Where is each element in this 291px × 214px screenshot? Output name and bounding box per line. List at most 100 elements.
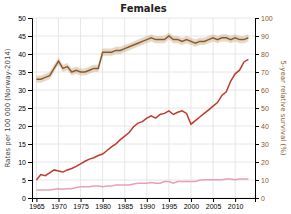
tick-mark — [103, 198, 104, 202]
tick-mark — [255, 90, 259, 91]
tick-mark — [58, 198, 59, 202]
tick-label: 1995 — [162, 203, 178, 210]
tick: 40 — [255, 123, 269, 130]
tick-mark — [28, 54, 32, 55]
axis-line — [33, 199, 256, 203]
tick: 1965 — [29, 198, 45, 210]
tick: 30 — [18, 87, 32, 94]
tick: 20 — [18, 123, 32, 130]
tick-label: 80 — [261, 51, 269, 58]
tick: 20 — [255, 159, 269, 166]
grid-line — [32, 144, 255, 145]
tick-mark — [28, 180, 32, 181]
grid-line — [32, 90, 255, 91]
y2-axis: 0102030405060708090100 — [255, 15, 273, 202]
grid-line — [213, 18, 214, 198]
tick-mark — [255, 198, 259, 199]
tick-mark — [255, 36, 259, 37]
tick: 2000 — [184, 198, 200, 210]
grid-line — [235, 18, 236, 198]
tick: 70 — [255, 69, 269, 76]
tick-label: 35 — [18, 69, 26, 76]
tick-mark — [28, 108, 32, 109]
tick-label: 1985 — [117, 203, 133, 210]
tick-mark — [28, 162, 32, 163]
tick-mark — [255, 18, 259, 19]
tick-mark — [147, 198, 148, 202]
tick-label: 5 — [22, 177, 26, 184]
tick-mark — [255, 126, 259, 127]
tick-label: 10 — [18, 159, 26, 166]
tick: 1970 — [51, 198, 67, 210]
tick-mark — [28, 90, 32, 91]
tick-mark — [125, 198, 126, 202]
tick: 1985 — [117, 198, 133, 210]
grid — [32, 18, 255, 198]
grid-line — [80, 18, 81, 198]
tick: 80 — [255, 51, 269, 58]
grid-line — [32, 54, 255, 55]
plot: 1965197019751980198519901995200020052010… — [18, 15, 273, 210]
tick-label: 1975 — [73, 203, 89, 210]
tick-label: 40 — [18, 51, 26, 58]
tick-label: 45 — [18, 33, 26, 40]
tick-label: 1990 — [140, 203, 156, 210]
tick-label: 25 — [18, 105, 26, 112]
chart: 1965197019751980198519901995200020052010… — [0, 0, 291, 214]
tick-mark — [255, 180, 259, 181]
tick: 2005 — [206, 198, 222, 210]
tick: 1990 — [140, 198, 156, 210]
tick-label: 0 — [261, 195, 265, 202]
tick: 10 — [18, 159, 32, 166]
tick-mark — [255, 144, 259, 145]
tick: 0 — [22, 195, 32, 202]
tick-label: 40 — [261, 123, 269, 130]
tick-mark — [81, 198, 82, 202]
tick: 30 — [255, 141, 269, 148]
tick-label: 2005 — [206, 203, 222, 210]
tick-label: 100 — [261, 15, 273, 22]
grid-line — [32, 126, 255, 127]
tick: 25 — [18, 105, 32, 112]
tick: 45 — [18, 33, 32, 40]
grid-line — [146, 18, 147, 198]
tick-label: 2010 — [228, 203, 244, 210]
tick-label: 20 — [18, 123, 26, 130]
band — [36, 32, 248, 82]
tick-mark — [255, 54, 259, 55]
tick-label: 2000 — [184, 203, 200, 210]
tick-label: 30 — [18, 87, 26, 94]
tick: 35 — [18, 69, 32, 76]
tick-label: 50 — [18, 15, 26, 22]
tick-label: 20 — [261, 159, 269, 166]
tick-mark — [191, 198, 192, 202]
tick: 50 — [18, 15, 32, 22]
tick-label: 1980 — [95, 203, 111, 210]
tick-label: 70 — [261, 69, 269, 76]
title: Females — [120, 3, 167, 14]
axis-line — [28, 19, 33, 199]
tick: 40 — [18, 51, 32, 58]
tick-mark — [169, 198, 170, 202]
y2-axis-title: 5-year relative survival (%) — [279, 60, 287, 155]
tick: 10 — [255, 177, 269, 184]
tick: 1980 — [95, 198, 111, 210]
tick-mark — [36, 198, 37, 202]
tick-mark — [255, 162, 259, 163]
tick-label: 0 — [22, 195, 26, 202]
x-axis: 1965 1970 1975 1980 1985 1990 1995 2000 2005 2010 — [29, 198, 255, 210]
grid-line — [32, 162, 255, 163]
line — [36, 179, 248, 190]
tick: 0 — [255, 195, 265, 202]
tick: 1975 — [73, 198, 89, 210]
tick-mark — [28, 126, 32, 127]
tick-label: 10 — [261, 177, 269, 184]
grid-line — [102, 18, 103, 198]
y-axis: 05101520253035404550 — [18, 15, 32, 202]
tick-mark — [255, 108, 259, 109]
grid-line — [168, 18, 169, 198]
axis-line — [256, 19, 260, 199]
tick: 50 — [255, 105, 269, 112]
tick-label: 1970 — [51, 203, 67, 210]
grid-line — [32, 72, 255, 73]
